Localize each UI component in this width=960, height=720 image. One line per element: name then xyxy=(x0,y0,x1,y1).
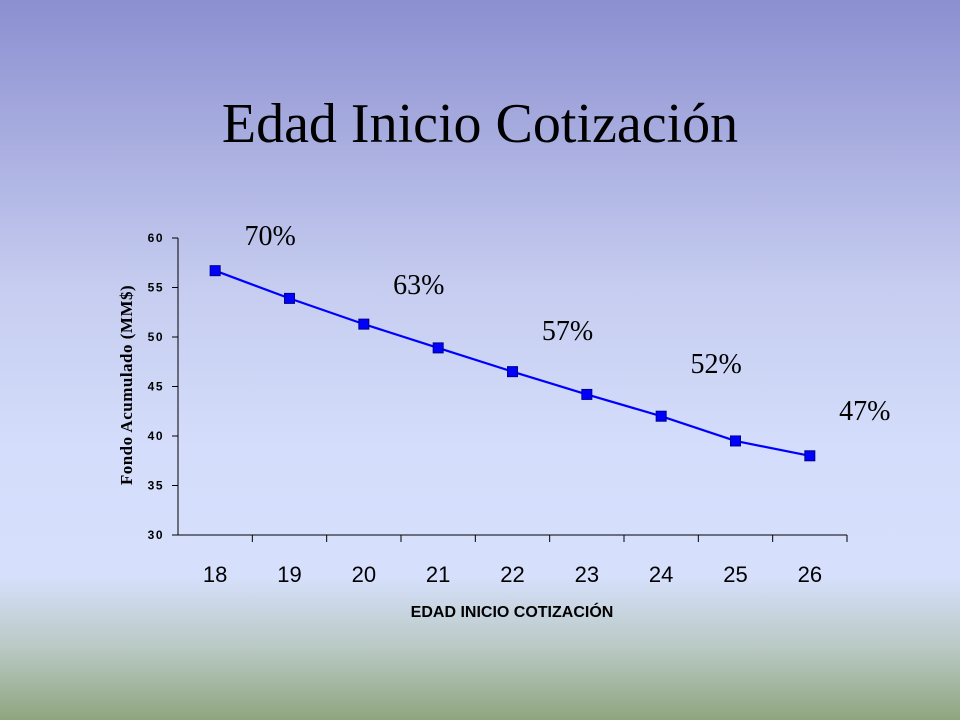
x-tick-label: 20 xyxy=(352,562,376,587)
y-tick-label: 40 xyxy=(148,429,164,443)
data-point-marker xyxy=(284,292,295,304)
x-tick-label: 22 xyxy=(500,562,524,587)
data-point-marker xyxy=(432,342,444,354)
annotation-layer: 70% 63% 57% 52% 47% xyxy=(245,221,891,427)
data-point-marker xyxy=(730,435,741,447)
x-tick-label: 24 xyxy=(649,562,673,587)
chart-axes xyxy=(177,238,847,536)
x-tick-label: 18 xyxy=(203,562,227,587)
x-axis-ticks: 18 19 20 21 22 23 24 25 26 xyxy=(203,535,848,587)
y-tick-label: 35 xyxy=(148,479,164,493)
x-tick-label: 21 xyxy=(426,562,450,587)
percentage-annotation: 63% xyxy=(393,270,444,301)
data-point-marker xyxy=(655,410,667,422)
data-point-marker xyxy=(507,366,518,378)
x-tick-label: 23 xyxy=(575,562,599,587)
data-point-marker xyxy=(358,318,370,330)
x-tick-label: 19 xyxy=(277,562,301,587)
percentage-annotation: 52% xyxy=(691,349,742,380)
x-tick-label: 25 xyxy=(723,562,747,587)
x-tick-label: 26 xyxy=(798,562,822,587)
percentage-annotation: 70% xyxy=(245,221,296,252)
data-point-marker xyxy=(804,450,816,462)
data-point-marker xyxy=(581,388,593,400)
y-axis-label: Fondo Acumulado (MM$) xyxy=(117,285,136,485)
y-tick-label: 30 xyxy=(148,528,164,542)
y-tick-label: 60 xyxy=(148,231,164,245)
slide-title: Edad Inicio Cotización xyxy=(221,93,739,155)
percentage-annotation: 47% xyxy=(839,396,890,427)
y-tick-label: 45 xyxy=(148,380,164,394)
percentage-annotation: 57% xyxy=(542,316,593,347)
y-tick-label: 50 xyxy=(148,330,164,344)
y-tick-label: 55 xyxy=(148,281,164,295)
y-axis-ticks: 30 35 40 45 50 55 60 xyxy=(148,231,178,542)
data-point-marker xyxy=(209,265,221,277)
x-axis-label: EDAD INICIO COTIZACIÓN xyxy=(411,602,614,621)
series-layer xyxy=(209,265,816,462)
